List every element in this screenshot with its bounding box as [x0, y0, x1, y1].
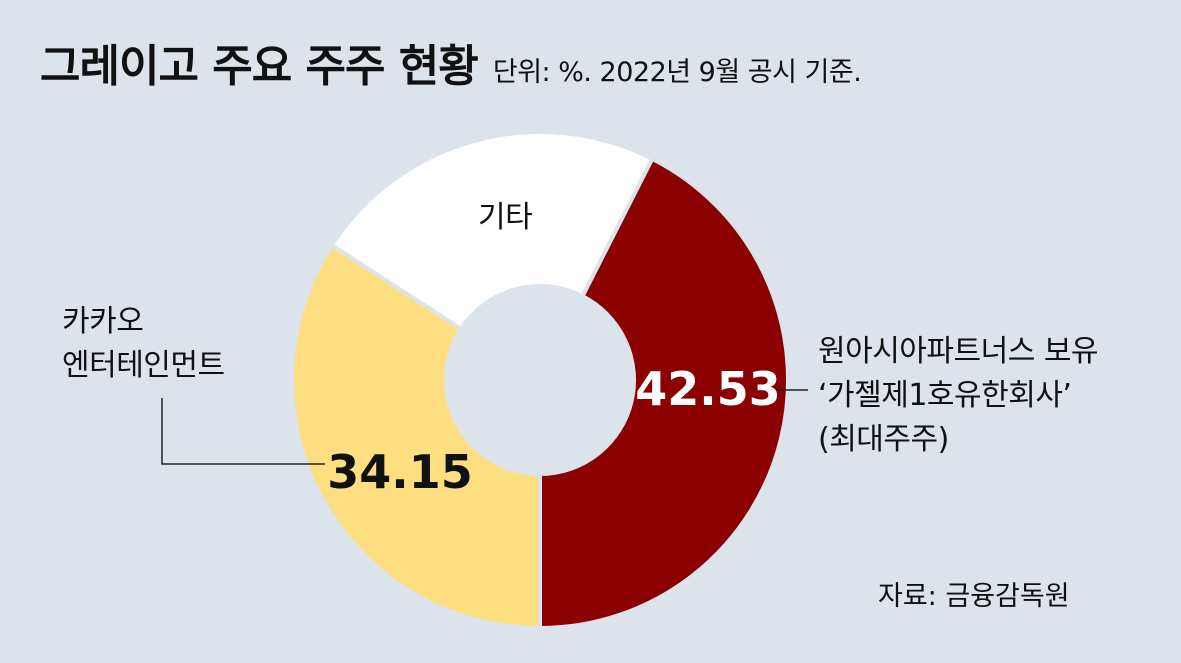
value-label-kakao-entertainment: 34.15 — [327, 445, 473, 499]
slice-largest-shareholder — [538, 156, 790, 631]
label-line: 카카오 — [62, 304, 144, 339]
value-label-largest-shareholder: 42.53 — [635, 362, 781, 416]
slice-kakao-entertainment — [290, 242, 542, 631]
slice-label-largest-shareholder: 원아시아파트너스 보유 ‘가젤제1호유한회사’ (최대주주) — [818, 330, 1099, 462]
slice-others — [329, 130, 655, 332]
source-note: 자료: 금융감독원 — [878, 581, 1070, 612]
leader-line-kakao-entertainment — [161, 398, 325, 465]
chart-subtitle: 단위: %. 2022년 9월 공시 기준. — [492, 57, 862, 88]
chart-title: 그레이고 주요 주주 현황 — [40, 41, 479, 92]
label-line: ‘가젤제1호유한회사’ — [818, 378, 1072, 413]
slice-label-kakao-entertainment: 카카오 엔터테인먼트 — [62, 300, 225, 388]
label-line: 원아시아파트너스 보유 — [818, 334, 1099, 369]
label-line: 기타 — [478, 200, 533, 235]
title-row: 그레이고 주요 주주 현황 단위: %. 2022년 9월 공시 기준. — [40, 30, 862, 94]
label-line: 엔터테인먼트 — [62, 348, 225, 383]
label-line: (최대주주) — [818, 422, 949, 457]
slice-label-others: 기타 — [478, 196, 533, 240]
